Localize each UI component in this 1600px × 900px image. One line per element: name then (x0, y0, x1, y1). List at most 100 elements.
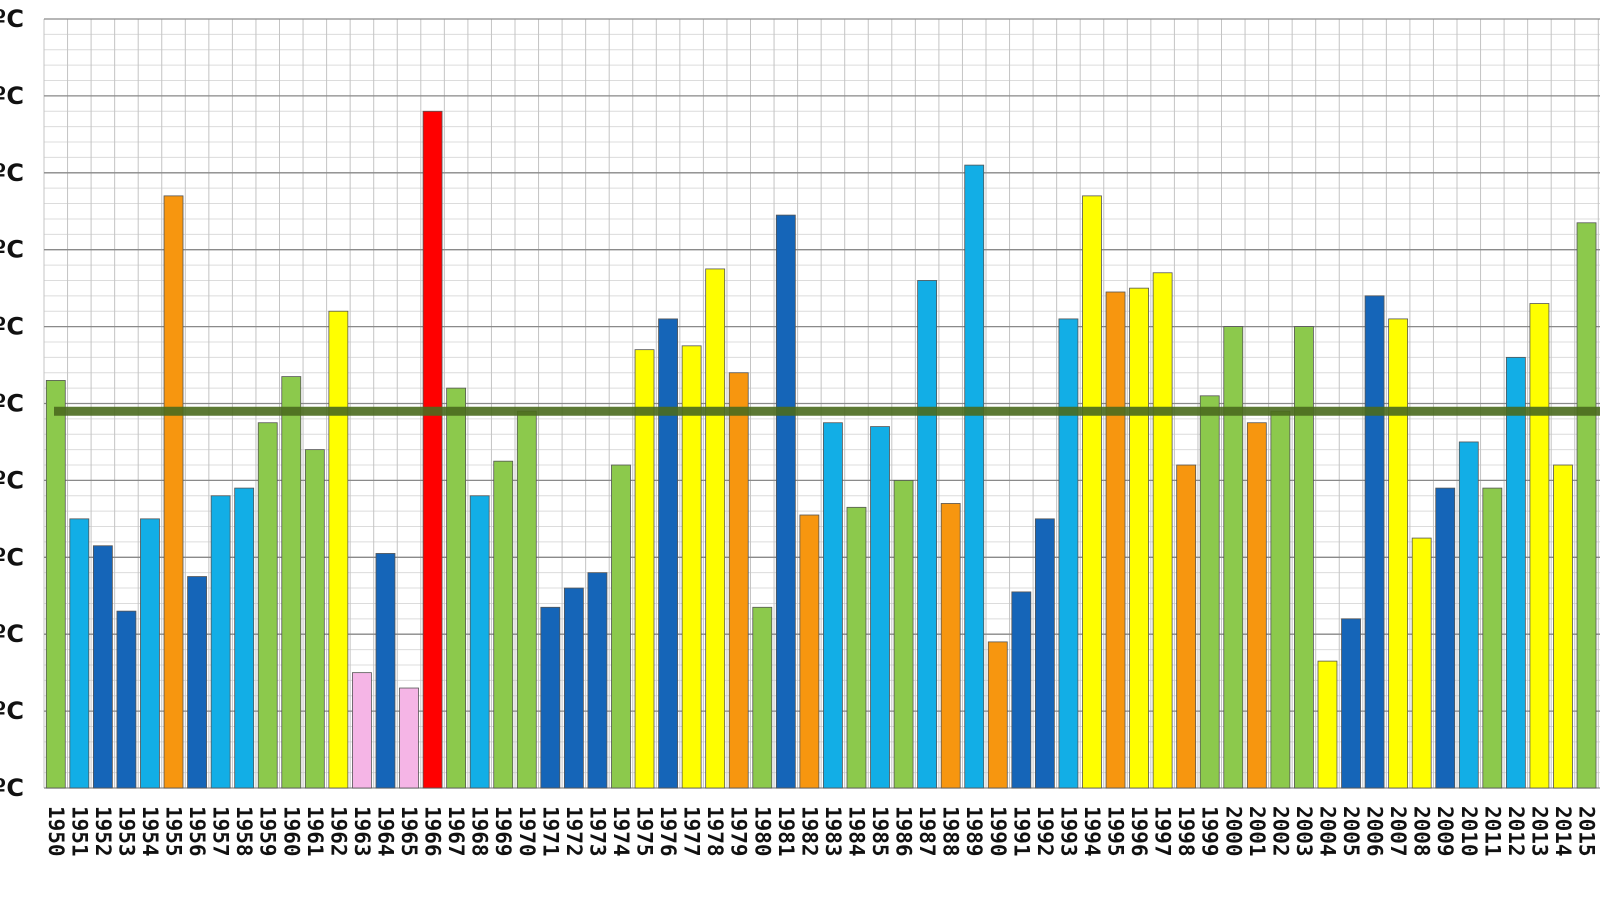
bar-1970 (516, 410, 537, 789)
y-tick-label: 9ºC (0, 82, 24, 110)
x-tick-label: 1953 (114, 806, 138, 857)
x-tick-label: 2013 (1527, 806, 1551, 857)
bar-1967 (446, 387, 467, 789)
bar-1950 (45, 380, 66, 789)
x-tick-label: 2015 (1575, 806, 1599, 857)
bar-2010 (1458, 441, 1479, 789)
bar-1994 (1082, 195, 1102, 789)
bar-1954 (140, 518, 160, 789)
bar-1958 (234, 487, 255, 789)
x-tick-label: 1998 (1174, 806, 1198, 857)
bar-1982 (799, 514, 820, 789)
x-tick-label: 2004 (1315, 806, 1339, 857)
x-tick-label: 2000 (1221, 806, 1245, 857)
bar-1957 (210, 495, 231, 789)
x-tick-labels: 1950 1951 1952 1953 1954 1955 1956 1957 1958 1959… (44, 806, 1599, 857)
x-tick-label: 2007 (1386, 806, 1410, 857)
x-tick-label: 2011 (1480, 806, 1504, 857)
x-tick-label: 2002 (1268, 806, 1292, 857)
x-tick-label: 1988 (939, 806, 963, 857)
y-tick-label: 10ºC (0, 5, 24, 33)
x-tick-label: 1993 (1056, 806, 1080, 857)
x-tick-label: 1999 (1198, 806, 1222, 857)
bar-1975 (634, 349, 655, 789)
bar-1974 (611, 464, 631, 789)
bars (45, 110, 1597, 789)
bar-2013 (1529, 303, 1550, 789)
bar-1987 (917, 280, 938, 789)
x-tick-label: 1969 (491, 806, 515, 857)
x-tick-label: 1976 (656, 806, 680, 857)
bar-1977 (681, 345, 702, 789)
bar-2014 (1553, 464, 1573, 789)
bar-2004 (1317, 660, 1338, 789)
x-tick-label: 1987 (915, 806, 939, 857)
bar-2007 (1388, 318, 1409, 789)
x-tick-label: 1966 (421, 806, 445, 857)
x-tick-label: 1973 (585, 806, 609, 857)
x-tick-label: 1970 (515, 806, 539, 857)
x-tick-label: 1962 (326, 806, 350, 857)
x-tick-label: 2005 (1339, 806, 1363, 857)
bar-1993 (1058, 318, 1079, 789)
x-tick-label: 1967 (444, 806, 468, 857)
x-tick-label: 1995 (1104, 806, 1128, 857)
x-tick-label: 1982 (797, 806, 821, 857)
bar-1996 (1129, 287, 1149, 789)
bar-1962 (328, 310, 349, 789)
x-tick-label: 1996 (1127, 806, 1151, 857)
x-tick-label: 2001 (1245, 806, 1269, 857)
x-tick-label: 1980 (750, 806, 774, 857)
bar-1981 (775, 214, 796, 789)
x-tick-label: 2014 (1551, 806, 1575, 857)
y-tick-label: 8ºC (0, 159, 24, 187)
bar-1956 (187, 576, 207, 789)
bar-1965 (399, 687, 419, 789)
bar-1963 (352, 672, 372, 789)
bar-1951 (69, 518, 90, 789)
x-tick-label: 1957 (209, 806, 233, 857)
x-tick-label: 1978 (703, 806, 727, 857)
x-tick-label: 1950 (44, 806, 68, 857)
bar-1984 (846, 506, 867, 789)
bar-1968 (469, 495, 490, 789)
y-tick-label: 4ºC (0, 466, 24, 494)
bar-1961 (304, 449, 325, 789)
x-tick-label: 1974 (609, 806, 633, 857)
x-tick-label: 1952 (91, 806, 115, 857)
y-tick-label: 3ºC (0, 543, 24, 571)
x-tick-label: 2010 (1457, 806, 1481, 857)
x-tick-label: 1963 (350, 806, 374, 857)
bar-2011 (1482, 487, 1503, 789)
bar-2000 (1223, 326, 1244, 789)
bar-1985 (870, 426, 890, 789)
x-tick-label: 1990 (986, 806, 1010, 857)
bar-1997 (1152, 272, 1173, 789)
bar-2005 (1341, 618, 1361, 789)
bar-1969 (493, 460, 514, 789)
bar-2015 (1576, 222, 1597, 789)
bar-1990 (987, 641, 1008, 789)
bar-1998 (1176, 464, 1197, 789)
y-tick-label: 6ºC (0, 313, 24, 341)
x-tick-label: 1986 (892, 806, 916, 857)
bar-2001 (1246, 422, 1267, 789)
bar-1979 (728, 372, 749, 789)
x-tick-label: 1971 (538, 806, 562, 857)
x-tick-label: 1961 (303, 806, 327, 857)
bar-1971 (540, 606, 561, 789)
x-tick-label: 2006 (1363, 806, 1387, 857)
y-tick-label: 7ºC (0, 236, 24, 264)
x-tick-label: 1959 (256, 806, 280, 857)
bar-1966 (422, 110, 443, 789)
x-tick-label: 1964 (373, 806, 397, 857)
bar-2002 (1270, 410, 1291, 789)
x-tick-label: 1984 (844, 806, 868, 857)
bar-2012 (1505, 356, 1526, 789)
bar-1991 (1011, 591, 1032, 789)
y-tick-label: 1ºC (0, 697, 24, 725)
y-tick-label: 0ºC (0, 774, 24, 802)
bar-1973 (587, 572, 608, 789)
bar-1983 (823, 422, 843, 789)
